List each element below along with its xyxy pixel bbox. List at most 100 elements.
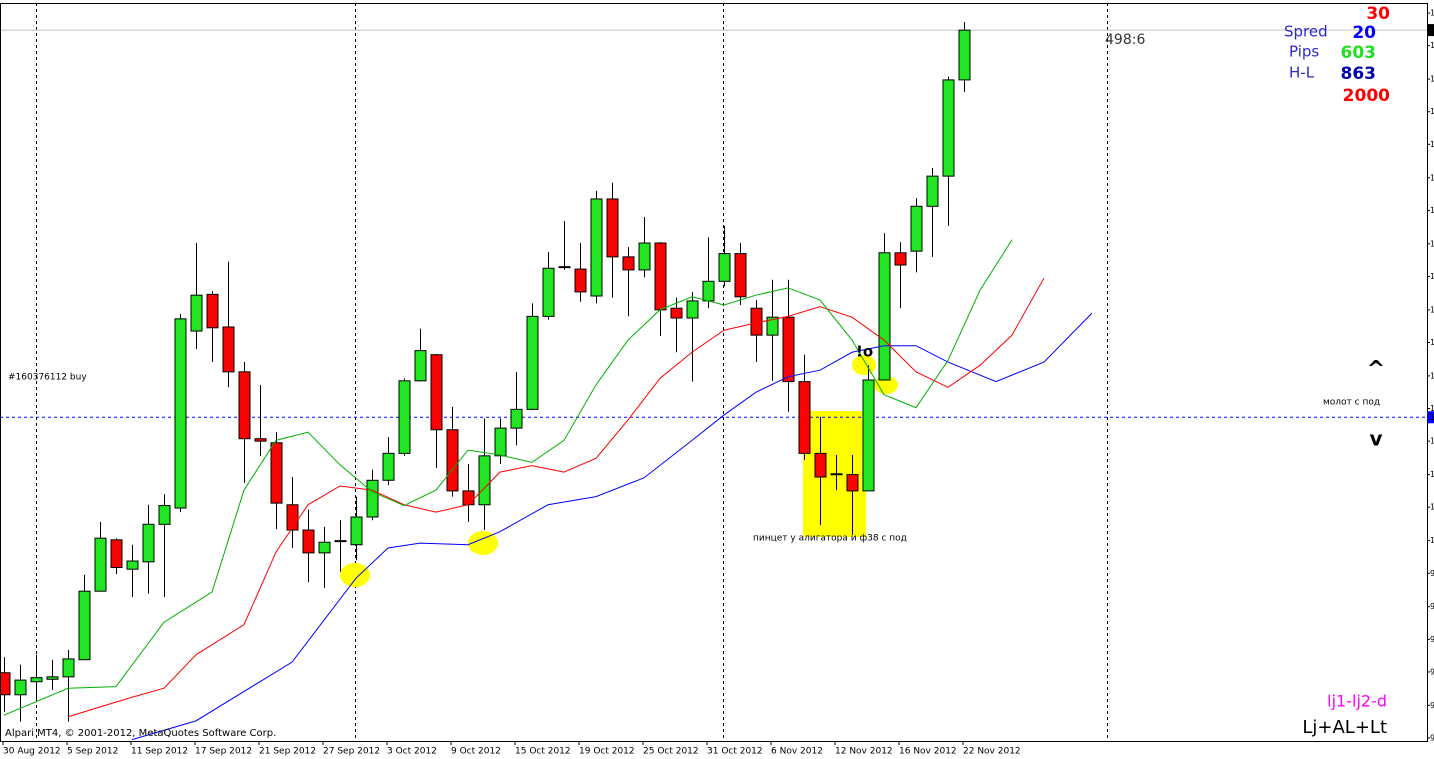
template-label: lj1-lj2-d [1327, 692, 1387, 711]
info-label: Spred [1284, 23, 1328, 41]
candle-body [14, 679, 27, 696]
y-tick-label: 99.800 [1430, 569, 1434, 578]
candle-body [190, 294, 203, 332]
candle-body [782, 316, 795, 383]
candle-body [286, 504, 299, 531]
candle-body [366, 479, 379, 518]
highlight-ellipse [468, 531, 498, 555]
plot-frame [0, 3, 1428, 742]
y-tick-label: 100.610 [1430, 503, 1434, 512]
y-tick-label: 104.650 [1430, 173, 1434, 182]
x-tick-label: 22 Nov 2012 [963, 747, 1021, 757]
x-tick-label: 19 Oct 2012 [579, 747, 635, 757]
y-tick-label: 101.420 [1430, 437, 1434, 446]
candle-body [174, 318, 187, 509]
plot [0, 22, 1427, 741]
x-tick-label: 6 Nov 2012 [771, 747, 823, 757]
highlight-ellipse [874, 376, 898, 394]
candle-body [862, 379, 875, 492]
info-value: 603 [1341, 43, 1377, 63]
candle-body [110, 539, 123, 569]
candle-body [702, 280, 715, 302]
candle-body [558, 266, 571, 269]
info-value: 863 [1341, 64, 1377, 84]
copyright: Alpari MT4, © 2001-2012, MetaQuotes Soft… [5, 728, 276, 739]
candle-body [910, 205, 923, 252]
candle-body [494, 427, 507, 457]
candle-body [606, 198, 619, 258]
y-tick-label: 101.010 [1430, 470, 1434, 479]
candle-body [542, 267, 555, 317]
candle-body [142, 523, 155, 563]
candle-body [830, 473, 843, 476]
indicator-line [67, 277, 1045, 718]
candle-body [510, 408, 523, 429]
candle-body [46, 676, 59, 680]
candle-body [958, 29, 971, 81]
arrow-up: ^ [1367, 357, 1385, 382]
candle-body [334, 540, 347, 543]
candle-body [798, 381, 811, 454]
y-tick-label: 99.390 [1430, 602, 1434, 611]
annotation: пинцет у алигатора и ф38 с под [753, 534, 907, 544]
candle-body [318, 541, 331, 554]
candle-body [350, 516, 363, 546]
x-tick-label: 31 Oct 2012 [707, 747, 763, 757]
current-price-box [1427, 24, 1434, 37]
y-tick-label: 102.630 [1430, 338, 1434, 347]
y-tick-label: 97.780 [1430, 733, 1434, 742]
candle-body [254, 438, 267, 442]
candle-body [430, 354, 443, 431]
candle-body [382, 452, 395, 481]
indicator-line [131, 312, 1093, 741]
candle-body [686, 300, 699, 319]
x-tick-label: 30 Aug 2012 [3, 747, 61, 757]
current-price-label: 106.461 [1430, 26, 1434, 35]
info-value: 20 [1352, 23, 1376, 43]
info-label: Pips [1289, 43, 1319, 61]
y-tick-label: 105.860 [1430, 75, 1434, 84]
y-tick-label: 103.440 [1430, 272, 1434, 281]
x-tick-label: 21 Sep 2012 [259, 747, 316, 757]
candle-body [942, 79, 955, 177]
info-top: 30 [1366, 4, 1390, 24]
level-box [1427, 411, 1434, 424]
candle-body [878, 252, 891, 381]
candle-body [894, 252, 907, 266]
level-label: 101.713 [1430, 413, 1434, 422]
candle-body [302, 529, 315, 554]
candle-body [638, 242, 651, 271]
arrow-down: v [1369, 427, 1382, 451]
y-tick-label: 103.840 [1430, 239, 1434, 248]
order-label: #160376112 buy [8, 373, 87, 383]
y-tick-label: 104.250 [1430, 206, 1434, 215]
candle-body [846, 474, 859, 492]
y-tick-label: 98.590 [1430, 667, 1434, 676]
x-tick-label: 15 Oct 2012 [515, 747, 571, 757]
y-tick-label: 106.670 [1430, 9, 1434, 18]
y-tick-label: 105.060 [1430, 140, 1434, 149]
candle-body [222, 326, 235, 373]
candle-body [734, 253, 747, 298]
x-tick-label: 11 Sep 2012 [131, 747, 188, 757]
y-tick-label: 106.270 [1430, 41, 1434, 50]
candle-body [0, 672, 11, 696]
strategy-label: Lj+AL+Lt [1302, 717, 1387, 738]
candle-body [446, 429, 459, 492]
x-tick-label: 27 Sep 2012 [323, 747, 380, 757]
candle-body [814, 452, 827, 478]
y-tick-label: 101.820 [1430, 404, 1434, 413]
candle-body [590, 198, 603, 297]
candle-body [398, 380, 411, 454]
candle-body [462, 490, 475, 506]
y-tick-label: 105.460 [1430, 107, 1434, 116]
candle-body [62, 658, 75, 678]
candle-body [654, 242, 667, 311]
candle-body [670, 307, 683, 319]
highlight-ellipse [340, 563, 370, 587]
candle-body [30, 677, 43, 683]
y-tick-label: 103.030 [1430, 305, 1434, 314]
indicator-line [3, 239, 1013, 716]
candle-body [94, 537, 107, 592]
